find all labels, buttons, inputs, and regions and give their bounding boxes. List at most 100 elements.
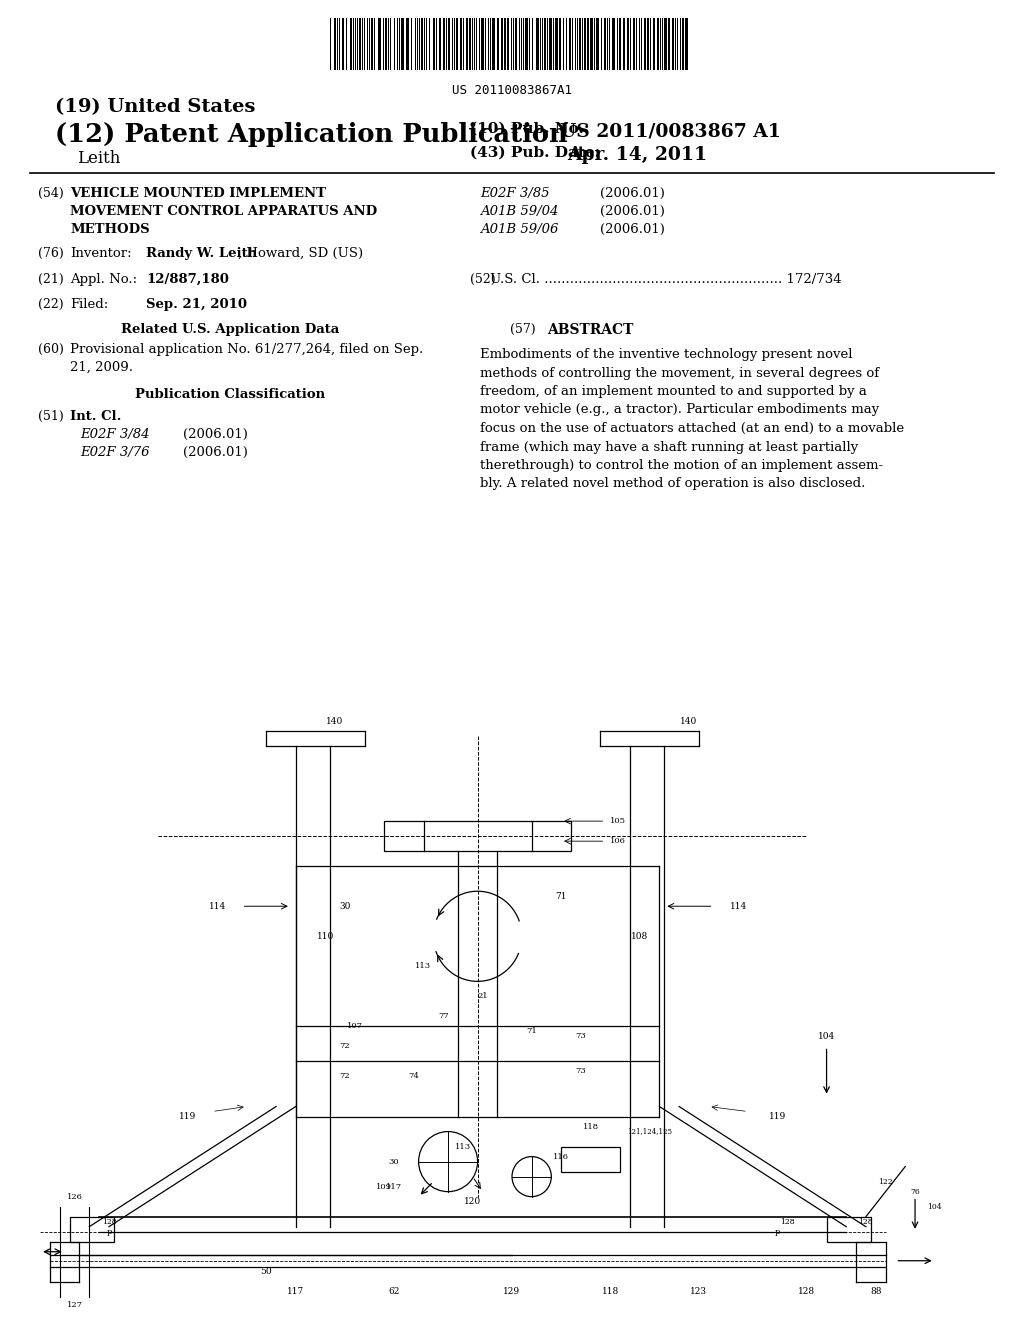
Bar: [439, 18, 441, 70]
Text: 128: 128: [799, 1287, 815, 1296]
Text: (51): (51): [38, 411, 63, 422]
Text: US 20110083867A1: US 20110083867A1: [452, 84, 572, 96]
Text: Publication Classification: Publication Classification: [135, 388, 325, 401]
Bar: [504, 18, 506, 70]
Text: 117: 117: [386, 1183, 402, 1191]
Bar: [481, 18, 484, 70]
Text: 114: 114: [729, 902, 746, 911]
Bar: [334, 18, 336, 70]
Text: Embodiments of the inventive technology present novel
methods of controlling the: Embodiments of the inventive technology …: [480, 348, 904, 491]
Bar: [549, 18, 552, 70]
Text: (2006.01): (2006.01): [600, 205, 665, 218]
Text: Filed:: Filed:: [70, 298, 109, 312]
Text: p: p: [106, 1228, 112, 1236]
Text: 72: 72: [340, 1043, 350, 1051]
Text: Int. Cl.: Int. Cl.: [70, 411, 122, 422]
Text: 73: 73: [575, 1068, 586, 1076]
Text: 129: 129: [504, 1287, 520, 1296]
Bar: [70, 1217, 114, 1242]
Bar: [466, 18, 468, 70]
Bar: [497, 18, 499, 70]
Text: 12/887,180: 12/887,180: [146, 273, 229, 286]
Text: 119: 119: [769, 1111, 786, 1121]
Text: 140: 140: [327, 717, 344, 726]
Bar: [657, 18, 659, 70]
Bar: [421, 18, 423, 70]
Text: 114: 114: [209, 902, 225, 911]
Text: E02F 3/84: E02F 3/84: [80, 428, 150, 441]
Bar: [618, 18, 621, 70]
Bar: [350, 18, 352, 70]
Text: 116: 116: [553, 1152, 569, 1160]
Text: A01B 59/06: A01B 59/06: [480, 223, 558, 236]
Text: E02F 3/76: E02F 3/76: [80, 446, 150, 459]
Text: 128: 128: [858, 1217, 873, 1226]
Text: , Howard, SD (US): , Howard, SD (US): [238, 247, 364, 260]
Text: 113: 113: [455, 1143, 471, 1151]
Bar: [584, 18, 586, 70]
Bar: [456, 18, 458, 70]
Text: (54): (54): [38, 187, 63, 201]
Bar: [501, 18, 503, 70]
Text: 117: 117: [287, 1287, 304, 1296]
Bar: [385, 18, 387, 70]
Bar: [469, 18, 471, 70]
Bar: [612, 18, 615, 70]
Bar: [682, 18, 684, 70]
Text: ABSTRACT: ABSTRACT: [547, 323, 633, 337]
Text: (22): (22): [38, 298, 63, 312]
Text: 121,124,125: 121,124,125: [627, 1127, 672, 1135]
Text: 104: 104: [818, 1032, 836, 1041]
Text: U.S. Cl. ........................................................ 172/734: U.S. Cl. ...............................…: [490, 273, 842, 286]
Text: US 2011/0083867 A1: US 2011/0083867 A1: [560, 121, 781, 140]
Text: Appl. No.:: Appl. No.:: [70, 273, 137, 286]
Text: 118: 118: [602, 1287, 618, 1296]
Text: Randy W. Leith: Randy W. Leith: [146, 247, 257, 260]
Bar: [590, 18, 593, 70]
Bar: [559, 18, 561, 70]
Text: 128: 128: [780, 1217, 795, 1226]
Text: 105: 105: [610, 817, 627, 825]
Text: 107: 107: [347, 1023, 362, 1031]
Text: Sep. 21, 2010: Sep. 21, 2010: [146, 298, 247, 312]
Text: 73: 73: [575, 1032, 586, 1040]
Text: (10) Pub. No.:: (10) Pub. No.:: [470, 121, 590, 136]
Bar: [604, 18, 606, 70]
Bar: [406, 18, 409, 70]
Text: E02F 3/85: E02F 3/85: [480, 187, 550, 201]
Bar: [561, 1147, 621, 1172]
Bar: [627, 18, 629, 70]
Text: Provisional application No. 61/277,264, filed on Sep.
21, 2009.: Provisional application No. 61/277,264, …: [70, 343, 423, 374]
Bar: [672, 18, 674, 70]
Bar: [826, 1217, 870, 1242]
Text: 113: 113: [416, 962, 431, 970]
Text: 72: 72: [340, 1072, 350, 1081]
Text: 118: 118: [583, 1122, 599, 1130]
Bar: [525, 18, 528, 70]
Bar: [647, 18, 649, 70]
Bar: [623, 18, 625, 70]
Text: 74: 74: [409, 1072, 419, 1081]
Text: 50: 50: [260, 1267, 272, 1276]
Text: A01B 59/04: A01B 59/04: [480, 205, 558, 218]
Text: Related U.S. Application Data: Related U.S. Application Data: [121, 323, 339, 337]
Bar: [536, 18, 539, 70]
Text: 21: 21: [477, 993, 487, 1001]
Text: p: p: [775, 1228, 780, 1236]
Text: 106: 106: [610, 837, 627, 845]
Bar: [371, 18, 373, 70]
Text: 109: 109: [376, 1183, 392, 1191]
Bar: [515, 18, 517, 70]
Text: Leith: Leith: [77, 150, 121, 168]
Text: 30: 30: [339, 902, 350, 911]
Text: 122: 122: [879, 1177, 893, 1185]
Bar: [644, 18, 646, 70]
Text: (12) Patent Application Publication: (12) Patent Application Publication: [55, 121, 567, 147]
Bar: [587, 18, 589, 70]
Bar: [596, 18, 599, 70]
Bar: [653, 18, 655, 70]
Text: (60): (60): [38, 343, 63, 356]
Text: 128: 128: [101, 1217, 117, 1226]
Text: (76): (76): [38, 247, 63, 260]
Text: Inventor:: Inventor:: [70, 247, 132, 260]
